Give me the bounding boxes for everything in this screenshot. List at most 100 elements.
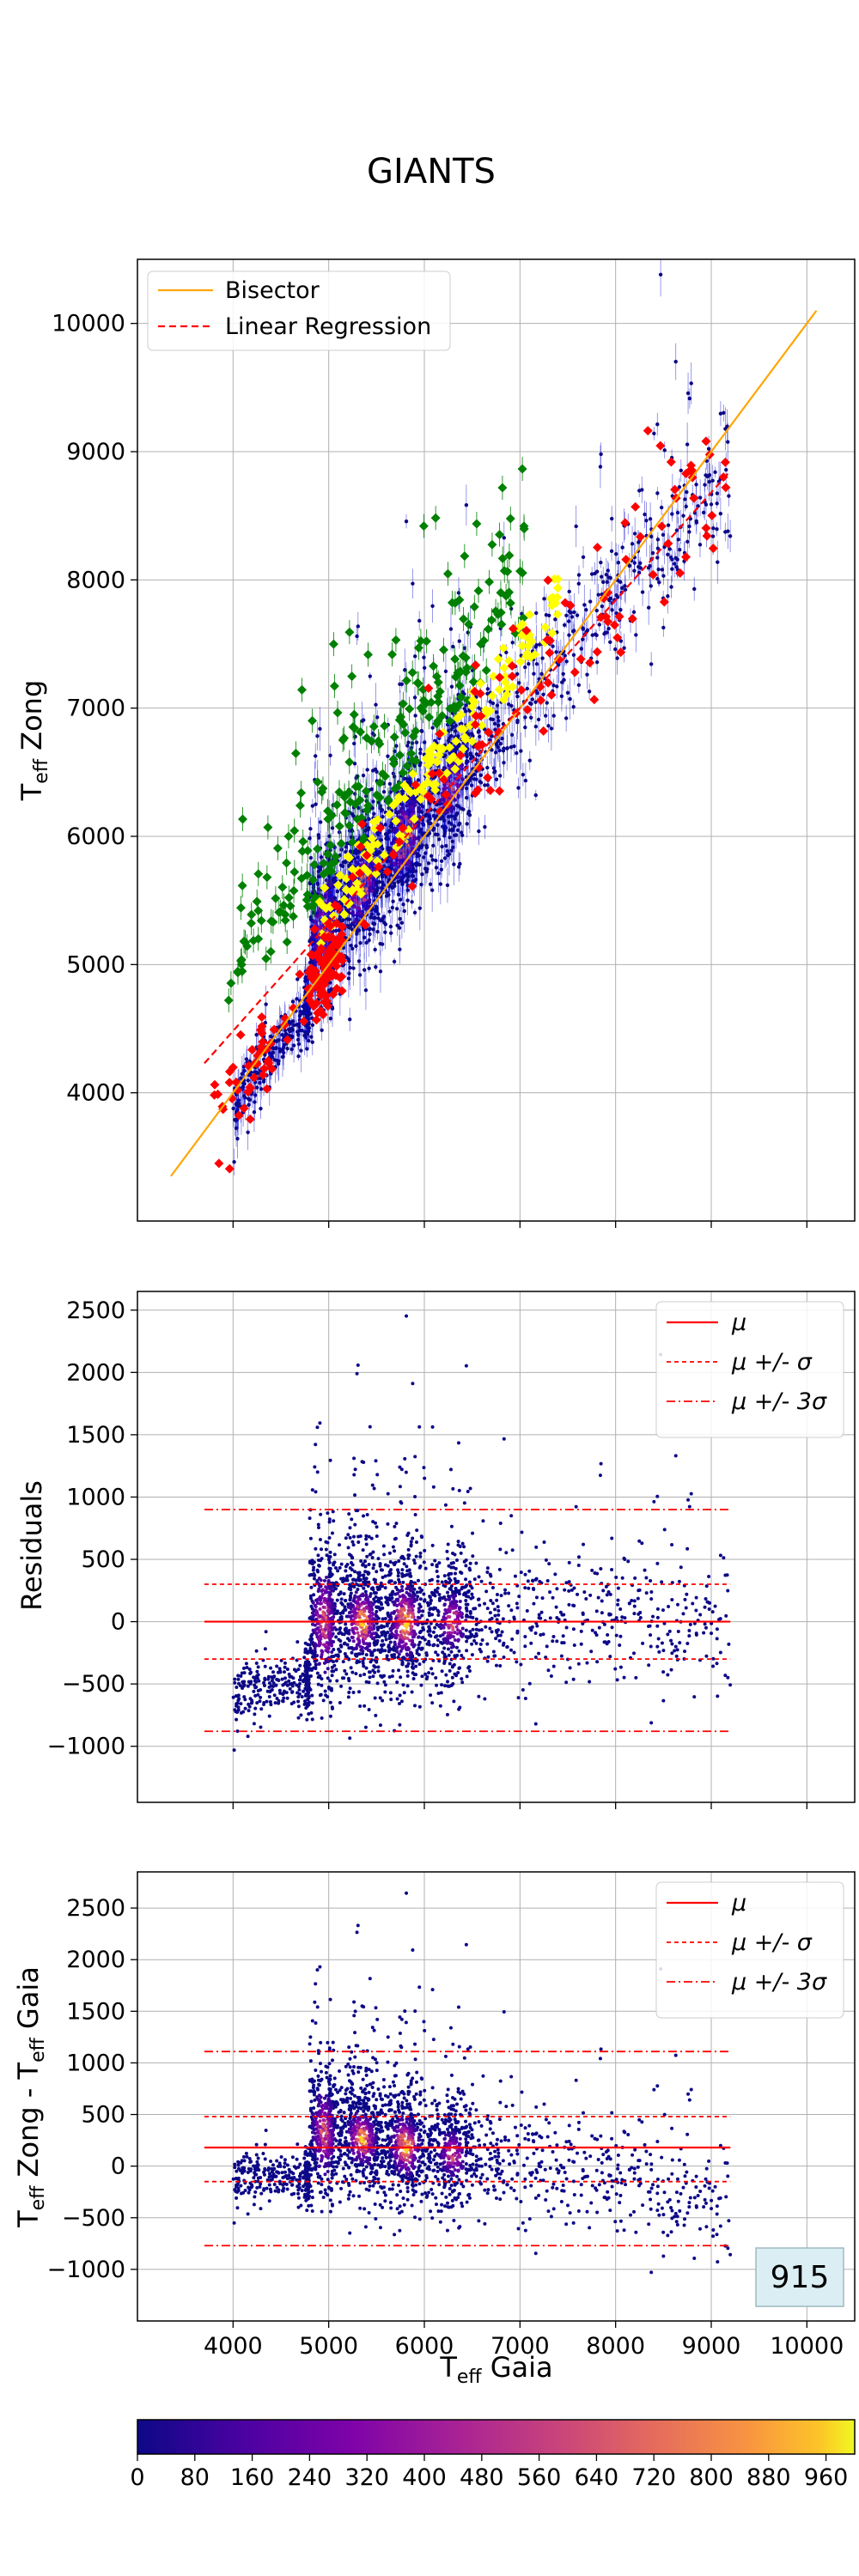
data-point xyxy=(443,669,448,674)
data-point xyxy=(289,1047,294,1052)
data-point xyxy=(351,904,356,908)
data-point xyxy=(533,793,538,798)
data-point xyxy=(395,923,399,927)
data-point xyxy=(551,683,556,688)
data-point xyxy=(235,1101,239,1106)
data-point xyxy=(398,682,402,687)
data-point xyxy=(564,716,569,720)
data-point xyxy=(258,1080,262,1085)
data-point xyxy=(643,512,647,517)
data-point xyxy=(314,920,318,925)
data-point xyxy=(352,762,357,766)
data-point xyxy=(434,866,439,870)
data-point xyxy=(432,808,437,812)
data-point xyxy=(549,726,554,731)
data-point xyxy=(297,1024,302,1029)
data-point xyxy=(263,1053,267,1057)
data-point xyxy=(356,959,362,963)
data-point xyxy=(310,1023,315,1028)
data-point xyxy=(648,517,653,521)
data-point xyxy=(330,1006,335,1011)
data-point xyxy=(608,575,612,580)
data-point xyxy=(457,639,461,643)
data-point xyxy=(544,613,549,617)
data-point xyxy=(683,497,687,501)
data-point xyxy=(546,724,551,728)
data-point xyxy=(440,844,444,849)
data-point xyxy=(662,448,667,453)
data-point xyxy=(295,977,300,981)
top-scatter xyxy=(210,259,733,1176)
data-point xyxy=(468,751,472,756)
data-point xyxy=(398,916,402,921)
data-point xyxy=(352,920,356,925)
data-point xyxy=(464,502,469,507)
data-point xyxy=(478,780,482,784)
data-point xyxy=(368,897,372,902)
data-point xyxy=(361,773,366,778)
data-point xyxy=(389,931,393,935)
data-point xyxy=(442,831,447,835)
data-point xyxy=(292,1023,296,1028)
data-point xyxy=(614,592,618,598)
data-point xyxy=(460,777,465,781)
data-point xyxy=(534,662,539,666)
data-point xyxy=(576,573,582,577)
data-point xyxy=(509,703,514,708)
data-point xyxy=(451,845,455,849)
data-point xyxy=(492,770,497,775)
data-point xyxy=(367,966,371,971)
data-point xyxy=(362,968,367,972)
data-point xyxy=(403,668,407,672)
data-point xyxy=(455,828,460,833)
data-point xyxy=(675,510,680,515)
data-point xyxy=(411,841,416,845)
data-point xyxy=(413,869,418,873)
data-point xyxy=(523,665,527,670)
data-point xyxy=(399,806,405,811)
data-point xyxy=(718,411,723,416)
data-point xyxy=(685,539,690,544)
data-point xyxy=(315,882,320,886)
data-point xyxy=(350,946,355,951)
data-point xyxy=(646,566,651,570)
data-point xyxy=(631,610,637,615)
data-point xyxy=(655,546,661,550)
data-point xyxy=(674,528,679,532)
data-point xyxy=(264,1002,268,1006)
data-point xyxy=(555,684,559,689)
data-point xyxy=(451,725,456,730)
data-point xyxy=(372,811,376,816)
data-point xyxy=(685,442,690,447)
data-point xyxy=(308,855,314,860)
data-point xyxy=(420,872,424,877)
data-point xyxy=(533,700,538,704)
data-point xyxy=(430,888,435,892)
data-point xyxy=(348,862,352,866)
data-point xyxy=(504,650,509,655)
data-point xyxy=(609,549,614,554)
data-point xyxy=(409,833,413,838)
data-point xyxy=(616,560,621,565)
data-point xyxy=(369,787,374,792)
data-point xyxy=(515,671,520,677)
data-point xyxy=(543,714,548,718)
data-point xyxy=(533,724,539,729)
data-point xyxy=(389,884,394,889)
data-point xyxy=(567,589,571,594)
data-point xyxy=(318,726,322,732)
data-point xyxy=(454,833,459,837)
data-point xyxy=(451,644,455,649)
data-point xyxy=(391,899,395,904)
data-point xyxy=(341,860,346,865)
data-point xyxy=(724,467,728,472)
data-point xyxy=(374,904,379,909)
data-point xyxy=(561,671,565,677)
data-point xyxy=(562,623,567,628)
data-point xyxy=(678,547,682,552)
data-point xyxy=(666,523,671,527)
data-point xyxy=(387,829,392,833)
data-point xyxy=(365,768,369,772)
data-point xyxy=(449,733,454,738)
data-point xyxy=(381,847,385,851)
